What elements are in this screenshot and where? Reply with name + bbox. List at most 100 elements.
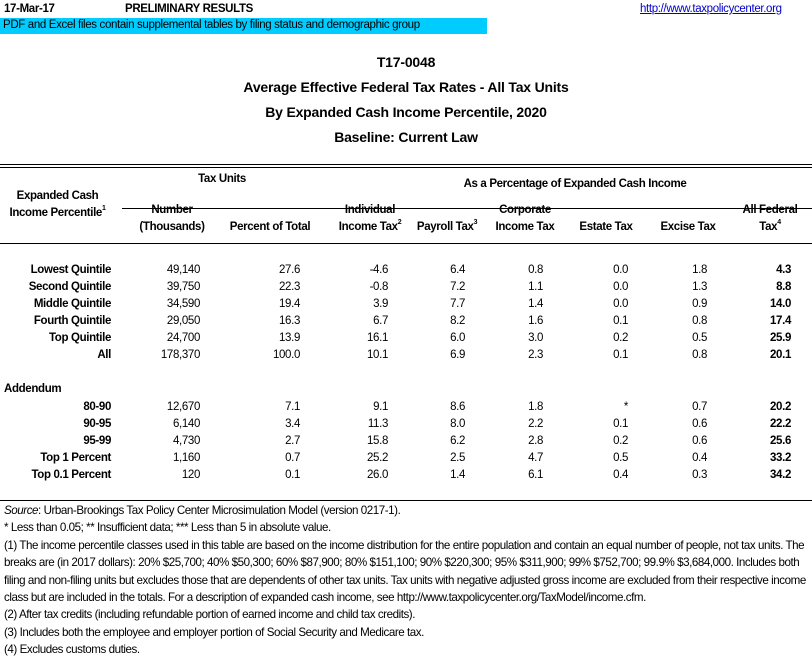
cell-number: 178,370 [160, 349, 200, 361]
col-header-individual-income-tax: Individual Income Tax2 [320, 202, 420, 236]
cell-excise-tax: 0.8 [692, 315, 707, 327]
cell-individual-income-tax: 10.1 [367, 349, 388, 361]
cell-estate-tax: 0.2 [613, 332, 628, 344]
cell-number: 24,700 [166, 332, 200, 344]
cell-corporate-income-tax: 0.8 [528, 264, 543, 276]
cell-payroll-tax: 8.0 [450, 418, 465, 430]
col-header-corporate-income-tax: Corporate Income Tax [475, 202, 575, 236]
cell-percent-of-total: 19.4 [279, 298, 300, 310]
cell-number: 49,140 [166, 264, 200, 276]
col-header-line2: (Thousands) [139, 221, 205, 233]
preliminary-label: PRELIMINARY RESULTS [125, 3, 253, 15]
cell-percent-of-total: 0.1 [285, 469, 300, 481]
cell-payroll-tax: 2.5 [450, 452, 465, 464]
cell-number: 12,670 [166, 401, 200, 413]
col-header-line2: Income Tax [495, 221, 555, 233]
row-label: Second Quintile [28, 281, 112, 293]
footnotes: Source: Urban-Brookings Tax Policy Cente… [4, 502, 812, 659]
cell-payroll-tax: 6.9 [450, 349, 465, 361]
cell-estate-tax: 0.2 [613, 435, 628, 447]
cell-number: 29,050 [166, 315, 200, 327]
col-header-line1 [220, 202, 320, 219]
cell-individual-income-tax: 6.7 [373, 315, 388, 327]
cell-estate-tax: 0.1 [613, 349, 628, 361]
cell-excise-tax: 0.7 [692, 401, 707, 413]
row-label: All [97, 349, 111, 361]
cell-excise-tax: 1.8 [692, 264, 707, 276]
cell-all-federal-tax: 34.2 [770, 469, 791, 481]
cell-corporate-income-tax: 2.2 [528, 418, 543, 430]
note-4: (4) Excludes customs duties. [4, 643, 140, 657]
cell-payroll-tax: 6.0 [450, 332, 465, 344]
cell-number: 1,160 [172, 452, 200, 464]
cell-corporate-income-tax: 1.4 [528, 298, 543, 310]
cell-individual-income-tax: 25.2 [367, 452, 388, 464]
cell-individual-income-tax: 26.0 [367, 469, 388, 481]
cell-percent-of-total: 0.7 [285, 452, 300, 464]
col-header-all-federal-tax: All Federal Tax4 [720, 202, 812, 236]
header-rule [0, 243, 812, 244]
cell-percent-of-total: 22.3 [279, 281, 300, 293]
source-text: : Urban-Brookings Tax Policy Center Micr… [38, 504, 401, 517]
cell-corporate-income-tax: 2.8 [528, 435, 543, 447]
cell-payroll-tax: 8.2 [450, 315, 465, 327]
row-label: 90-95 [83, 418, 111, 430]
group-tax-units: Tax Units [198, 173, 246, 185]
row-label: 80-90 [83, 401, 111, 413]
cell-individual-income-tax: -4.6 [369, 264, 389, 276]
cell-estate-tax: 0.0 [613, 298, 628, 310]
bottom-rule [0, 500, 812, 501]
col-header-line2: Payroll Tax [416, 221, 474, 233]
cell-excise-tax: 0.5 [692, 332, 707, 344]
cell-all-federal-tax: 33.2 [770, 452, 791, 464]
cell-corporate-income-tax: 4.7 [528, 452, 543, 464]
col-header-number: Number (Thousands) [122, 202, 222, 236]
cell-number: 34,590 [166, 298, 200, 310]
cell-number: 4,730 [172, 435, 200, 447]
cell-excise-tax: 0.6 [692, 418, 707, 430]
cell-percent-of-total: 27.6 [279, 264, 300, 276]
group-rule [122, 208, 812, 209]
baseline-label: Baseline: Current Law [334, 129, 478, 145]
row-header: Expanded Cash Income Percentile1 [0, 188, 115, 222]
tpc-link[interactable]: http://www.taxpolicycenter.org [640, 3, 782, 15]
col-header-estate-tax: Estate Tax [556, 202, 656, 236]
cell-individual-income-tax: 3.9 [373, 298, 388, 310]
cell-all-federal-tax: 25.6 [770, 435, 791, 447]
footnote-ref: 3 [473, 219, 478, 226]
group-pct-income: As a Percentage of Expanded Cash Income [463, 178, 687, 190]
cell-number: 6,140 [172, 418, 200, 430]
row-label: Lowest Quintile [30, 264, 112, 276]
cell-estate-tax: 0.1 [613, 315, 628, 327]
cell-percent-of-total: 2.7 [285, 435, 300, 447]
cell-number: 120 [181, 469, 200, 481]
footnote-ref: 4 [777, 219, 781, 226]
cell-percent-of-total: 7.1 [285, 401, 300, 413]
note-1: (1) The income percentile classes used i… [4, 538, 806, 605]
cell-corporate-income-tax: 6.1 [528, 469, 543, 481]
row-header-line1: Expanded Cash [16, 190, 99, 202]
cell-estate-tax: 0.5 [613, 452, 628, 464]
cell-estate-tax: * [623, 401, 628, 413]
footnote-ref: 1 [101, 205, 106, 212]
cell-estate-tax: 0.1 [613, 418, 628, 430]
col-header-line2: Excise Tax [660, 221, 716, 233]
col-header-line2: Income Tax [338, 221, 398, 233]
row-label: 95-99 [83, 435, 111, 447]
cell-payroll-tax: 1.4 [450, 469, 465, 481]
date: 17-Mar-17 [4, 3, 55, 15]
cell-percent-of-total: 16.3 [279, 315, 300, 327]
table-title: Average Effective Federal Tax Rates - Al… [243, 79, 569, 95]
cell-all-federal-tax: 14.0 [770, 298, 791, 310]
cell-payroll-tax: 7.7 [450, 298, 465, 310]
note-asterisks: * Less than 0.05; ** Insufficient data; … [4, 521, 331, 535]
col-header-line2: Estate Tax [579, 221, 633, 233]
cell-excise-tax: 0.8 [692, 349, 707, 361]
cell-payroll-tax: 6.2 [450, 435, 465, 447]
col-header-line2: Tax [759, 221, 778, 233]
top-rule-2 [0, 167, 812, 168]
banner-text: PDF and Excel files contain supplemental… [3, 19, 420, 31]
cell-excise-tax: 0.4 [692, 452, 707, 464]
cell-payroll-tax: 8.6 [450, 401, 465, 413]
col-header-line1: All Federal [742, 204, 798, 216]
